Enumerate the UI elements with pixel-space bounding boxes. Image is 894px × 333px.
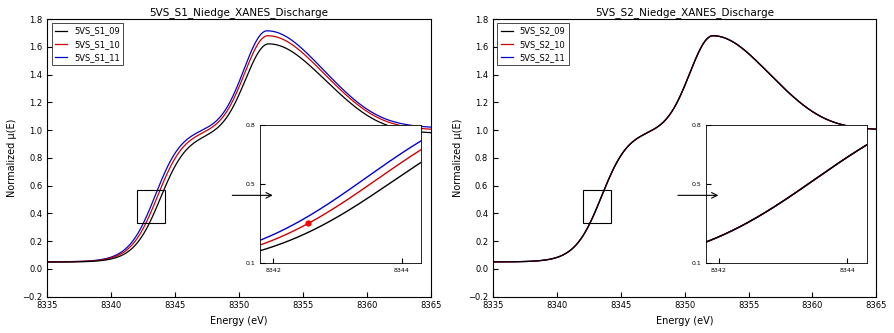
Bar <box>583 190 611 223</box>
5VS_S2_11 <box>864 127 874 131</box>
5VS_S1_09 <box>376 121 387 125</box>
5VS_S2_09 <box>822 118 833 122</box>
5VS_S1_09 <box>108 256 119 260</box>
5VS_S2_09 <box>871 127 881 131</box>
5VS_S2_11 <box>488 260 499 264</box>
Y-axis label: Normalized μ(E): Normalized μ(E) <box>452 119 462 197</box>
5VS_S2_11 <box>554 254 565 258</box>
5VS_S2_11 <box>531 259 542 263</box>
5VS_S1_09 <box>426 131 436 135</box>
5VS_S1_10 <box>206 126 216 130</box>
5VS_S1_10 <box>42 260 53 264</box>
5VS_S1_11 <box>108 254 119 258</box>
5VS_S1_10 <box>418 127 429 131</box>
5VS_S2_11 <box>635 135 645 139</box>
5VS_S1_10 <box>426 127 436 131</box>
5VS_S2_10 <box>652 126 662 130</box>
5VS_S1_10 <box>263 34 274 38</box>
Line: 5VS_S1_11: 5VS_S1_11 <box>47 31 431 262</box>
X-axis label: Energy (eV): Energy (eV) <box>656 316 713 326</box>
5VS_S2_11 <box>652 126 662 130</box>
Line: 5VS_S1_10: 5VS_S1_10 <box>47 36 431 262</box>
X-axis label: Energy (eV): Energy (eV) <box>210 316 268 326</box>
5VS_S2_11 <box>871 127 881 131</box>
Line: 5VS_S2_10: 5VS_S2_10 <box>493 36 876 262</box>
5VS_S1_09 <box>190 141 200 145</box>
5VS_S2_11 <box>708 34 719 38</box>
5VS_S1_11 <box>262 29 273 33</box>
5VS_S2_10 <box>531 259 542 263</box>
5VS_S2_09 <box>554 254 565 258</box>
Legend: 5VS_S2_09, 5VS_S2_10, 5VS_S2_11: 5VS_S2_09, 5VS_S2_10, 5VS_S2_11 <box>497 23 569 65</box>
5VS_S2_09 <box>652 126 662 130</box>
Line: 5VS_S2_09: 5VS_S2_09 <box>493 36 876 262</box>
5VS_S2_10 <box>635 135 645 139</box>
5VS_S2_10 <box>871 127 881 131</box>
5VS_S1_11 <box>376 116 387 120</box>
5VS_S2_10 <box>488 260 499 264</box>
5VS_S1_09 <box>206 131 216 135</box>
Title: 5VS_S1_Niedge_XANES_Discharge: 5VS_S1_Niedge_XANES_Discharge <box>149 7 329 18</box>
Legend: 5VS_S1_09, 5VS_S1_10, 5VS_S1_11: 5VS_S1_09, 5VS_S1_10, 5VS_S1_11 <box>52 23 123 65</box>
5VS_S2_10 <box>554 254 565 258</box>
5VS_S2_10 <box>822 118 833 122</box>
5VS_S1_11 <box>42 260 53 264</box>
5VS_S1_10 <box>108 255 119 259</box>
5VS_S1_11 <box>190 132 200 136</box>
5VS_S2_09 <box>531 259 542 263</box>
Bar <box>137 190 165 223</box>
Y-axis label: Normalized μ(E): Normalized μ(E) <box>7 119 17 197</box>
Line: 5VS_S1_09: 5VS_S1_09 <box>47 44 431 262</box>
5VS_S1_10 <box>86 259 97 263</box>
5VS_S2_11 <box>822 118 833 122</box>
Line: 5VS_S2_11: 5VS_S2_11 <box>493 36 876 262</box>
5VS_S1_09 <box>264 42 274 46</box>
5VS_S2_10 <box>708 34 719 38</box>
5VS_S2_09 <box>635 135 645 139</box>
5VS_S2_10 <box>864 127 874 131</box>
5VS_S1_09 <box>86 259 97 263</box>
5VS_S2_09 <box>708 34 719 38</box>
5VS_S2_09 <box>488 260 499 264</box>
5VS_S1_09 <box>418 130 429 134</box>
5VS_S1_11 <box>426 125 436 129</box>
5VS_S1_10 <box>190 136 200 140</box>
5VS_S1_11 <box>206 123 216 127</box>
5VS_S2_09 <box>864 127 874 131</box>
5VS_S1_11 <box>418 125 429 129</box>
5VS_S1_11 <box>86 259 97 263</box>
Title: 5VS_S2_Niedge_XANES_Discharge: 5VS_S2_Niedge_XANES_Discharge <box>595 7 774 18</box>
5VS_S1_10 <box>376 118 387 122</box>
5VS_S1_09 <box>42 260 53 264</box>
